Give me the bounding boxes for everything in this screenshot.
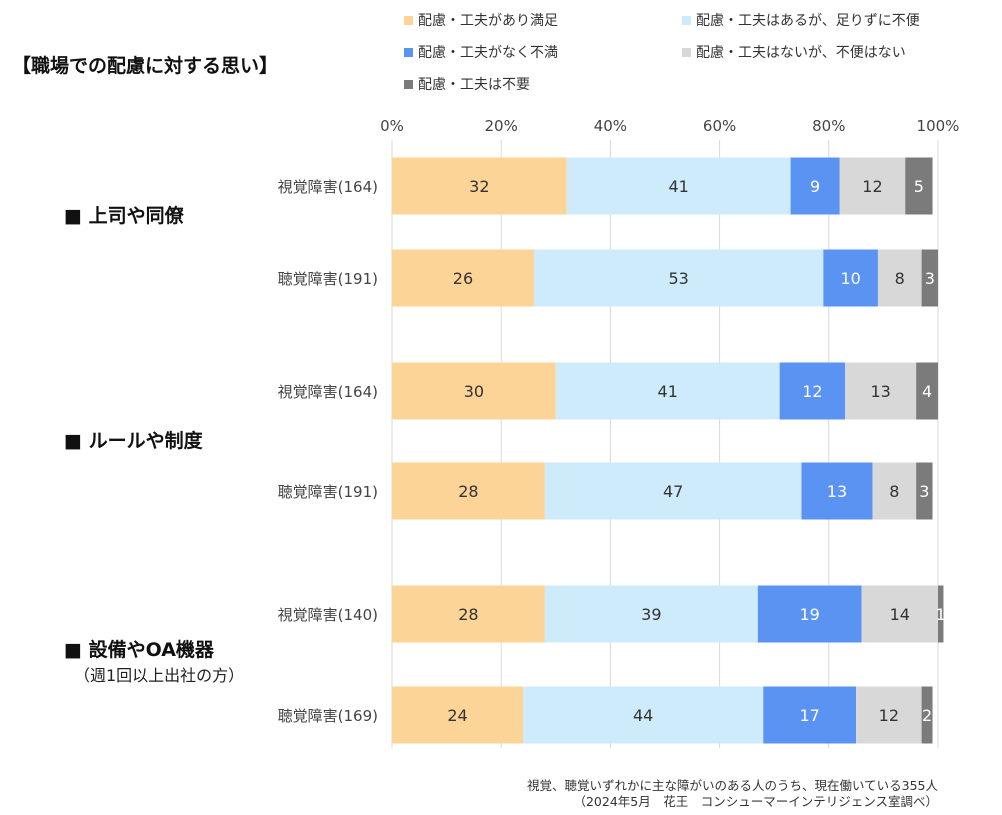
x-axis-ticks: 0% 20% 40% 60% 80% 100%: [380, 117, 959, 135]
bar-segment: [763, 686, 857, 744]
legend-label: 配慮・工夫は不要: [418, 77, 530, 93]
group-label: ■ 上司や同僚: [64, 204, 185, 227]
data-label: 8: [895, 269, 905, 288]
bar-segment: [544, 585, 758, 643]
row-label: 視覚障害(140): [278, 606, 378, 624]
bar-segment: [916, 462, 933, 520]
group-sublabel: （週1回以上出社の方）: [74, 666, 244, 685]
group-label: ■ ルールや制度: [64, 429, 204, 452]
source-note-line1: 視覚、聴覚いずれかに主な障がいのある人のうち、現在働いている355人: [527, 778, 938, 793]
bar-segment: [921, 249, 938, 307]
bar-segment: [801, 462, 873, 520]
bar-segment: [779, 362, 846, 420]
data-label: 3: [919, 482, 929, 501]
legend-swatch: [682, 48, 691, 57]
data-label: 2: [922, 706, 932, 725]
data-label: 19: [800, 605, 820, 624]
x-tick-label: 0%: [380, 117, 404, 135]
bar-segment: [938, 585, 944, 643]
data-label: 9: [810, 177, 820, 196]
data-label: 26: [453, 269, 473, 288]
legend-swatch: [404, 80, 413, 89]
bar-segment: [544, 462, 802, 520]
data-label: 47: [663, 482, 683, 501]
row-label: 視覚障害(164): [278, 178, 378, 196]
x-tick-label: 80%: [812, 117, 845, 135]
bar-segment: [921, 686, 933, 744]
bar-segment: [845, 362, 917, 420]
data-label: 32: [469, 177, 489, 196]
row-label: 視覚障害(164): [278, 383, 378, 401]
source-note-line2: （2024年5月 花王 コンシューマーインテリジェンス室調べ）: [573, 794, 938, 809]
bar-segment: [905, 157, 933, 215]
data-label: 12: [802, 382, 822, 401]
data-label: 8: [889, 482, 899, 501]
data-label: 4: [922, 382, 932, 401]
bar-segment: [757, 585, 862, 643]
legend-label: 配慮・工夫はないが、不便はない: [696, 45, 906, 61]
legend-swatch: [682, 16, 691, 25]
bar-segment: [823, 249, 878, 307]
data-label: 53: [668, 269, 688, 288]
group-labels: ■ 上司や同僚 ■ ルールや制度 ■ 設備やOA機器 （週1回以上出社の方）: [64, 204, 244, 685]
x-tick-label: 60%: [703, 117, 736, 135]
data-label: 24: [447, 706, 467, 725]
bar-segment: [555, 362, 780, 420]
data-label: 14: [890, 605, 910, 624]
row-label: 聴覚障害(191): [278, 270, 378, 288]
bar-segment: [856, 686, 922, 744]
data-label: 17: [800, 706, 820, 725]
data-label: 3: [925, 269, 935, 288]
data-label: 39: [641, 605, 661, 624]
bar-segment: [392, 157, 567, 215]
x-tick-label: 100%: [917, 117, 960, 135]
data-label: 44: [633, 706, 653, 725]
data-label: 12: [879, 706, 899, 725]
bar-segment: [872, 462, 917, 520]
data-label: 13: [827, 482, 847, 501]
data-label: 28: [458, 482, 478, 501]
bar-segment: [392, 585, 545, 643]
row-label: 聴覚障害(191): [278, 483, 378, 501]
legend-label: 配慮・工夫があり満足: [418, 13, 558, 29]
bar-segment: [566, 157, 791, 215]
bar-segment: [392, 686, 524, 744]
legend-swatch: [404, 16, 413, 25]
data-label: 41: [658, 382, 678, 401]
data-label: 12: [862, 177, 882, 196]
x-tick-label: 20%: [485, 117, 518, 135]
data-label: 41: [668, 177, 688, 196]
legend-label: 配慮・工夫はあるが、足りずに不便: [696, 13, 920, 29]
bar-segment: [523, 686, 764, 744]
data-label: 10: [840, 269, 860, 288]
bar-segment: [916, 362, 938, 420]
bar-segment: [877, 249, 922, 307]
bar-segment: [790, 157, 840, 215]
bar-segment: [533, 249, 824, 307]
data-label: 5: [914, 177, 924, 196]
row-label: 聴覚障害(169): [278, 707, 378, 725]
bar-segment: [392, 249, 534, 307]
legend-label: 配慮・工夫がなく不満: [418, 45, 558, 61]
group-label: ■ 設備やOA機器: [64, 638, 215, 661]
chart-title: 【職場での配慮に対する思い】: [12, 54, 278, 77]
data-label: 1: [936, 605, 946, 624]
x-tick-label: 40%: [594, 117, 627, 135]
data-label: 28: [458, 605, 478, 624]
data-label: 30: [464, 382, 484, 401]
bar-segment: [861, 585, 938, 643]
bar-segment: [839, 157, 906, 215]
data-label: 13: [870, 382, 890, 401]
bar-segment: [392, 362, 556, 420]
legend-swatch: [404, 48, 413, 57]
bar-segment: [392, 462, 545, 520]
gridlines: [391, 140, 939, 748]
